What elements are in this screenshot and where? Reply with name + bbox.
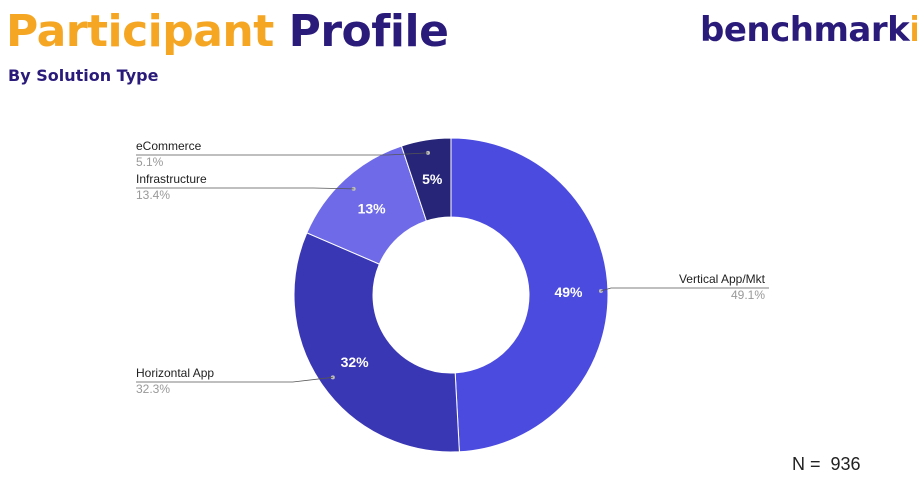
- callout-name-horizontal-app: Horizontal App: [136, 366, 214, 380]
- callout-line-ecommerce: [136, 152, 429, 156]
- title-word-profile: Profile: [288, 6, 449, 57]
- callout-value-horizontal-app: 32.3%: [136, 382, 170, 396]
- page-subtitle: By Solution Type: [8, 66, 159, 85]
- slice-ecommerce: [400, 137, 452, 222]
- callout-line-vertical-app-mkt: [600, 287, 769, 292]
- callout-line-infrastructure: [136, 187, 354, 190]
- callout-name-ecommerce: eCommerce: [136, 139, 202, 153]
- callout-value-infrastructure: 13.4%: [136, 188, 170, 202]
- logo-text-accent: it: [909, 10, 917, 50]
- slice-label-infrastructure: 13%: [358, 200, 387, 216]
- slice-horizontal-app: [293, 232, 460, 453]
- callout-value-ecommerce: 5.1%: [136, 155, 164, 169]
- callout-name-vertical-app-mkt: Vertical App/Mkt: [679, 272, 766, 286]
- slice-label-horizontal-app: 32%: [341, 354, 370, 370]
- slice-label-ecommerce: 5%: [422, 171, 443, 187]
- title-word-participant: Participant: [6, 6, 274, 57]
- slice-vertical-app-mkt: [450, 137, 609, 453]
- callout-value-vertical-app-mkt: 49.1%: [731, 288, 765, 302]
- page-title: Participant Profile: [6, 4, 449, 60]
- callout-name-infrastructure: Infrastructure: [136, 172, 207, 186]
- logo-text-main: benchmark: [700, 10, 910, 50]
- slice-label-vertical-app-mkt: 49%: [554, 284, 583, 300]
- sample-size-label: N = 936: [792, 454, 861, 474]
- callout-line-horizontal-app: [136, 376, 333, 383]
- benchmarkit-logo: benchmarkit: [700, 10, 917, 50]
